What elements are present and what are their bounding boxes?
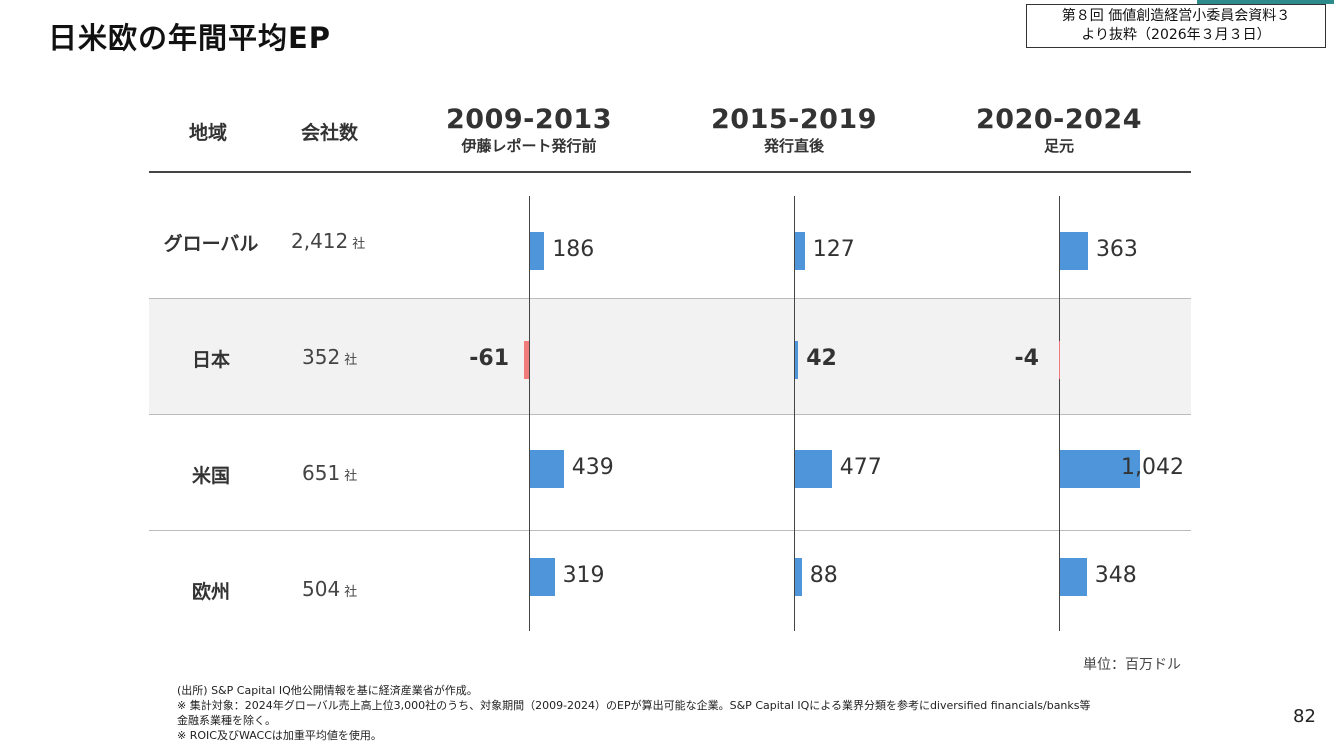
bar — [1060, 232, 1088, 270]
source-box: 第８回 価値創造経営小委員会資料３ より抜粋（2026年３月３日） — [1026, 4, 1326, 48]
region-japan: 日本 — [191, 349, 230, 371]
count-value: 2,412 — [291, 229, 349, 253]
region-global: グローバル — [163, 233, 259, 255]
period-year-3: 2020-2024 — [976, 104, 1142, 135]
count-value: 651 — [302, 461, 341, 485]
count-value: 352 — [302, 345, 341, 369]
bar — [795, 450, 832, 488]
footnote-scope: ※ 集計対象：2024年グローバル売上高上位3,000社のうち、対象期間（200… — [177, 699, 1091, 712]
bar — [530, 232, 545, 270]
bar — [1058, 341, 1060, 379]
data-label: 477 — [839, 455, 882, 480]
bar — [795, 232, 805, 270]
data-label: 363 — [1095, 237, 1138, 262]
data-label: 1,042 — [1121, 455, 1184, 480]
period-year-1: 2009-2013 — [446, 104, 612, 135]
header-region: 地域 — [189, 122, 228, 144]
count-unit: 社 — [352, 237, 366, 252]
bar — [1060, 558, 1087, 596]
data-label: 348 — [1094, 563, 1137, 588]
data-label: 88 — [809, 563, 838, 588]
bar — [530, 450, 564, 488]
axis-line-period-3 — [1059, 196, 1060, 631]
footnotes: (出所) S&P Capital IQ他公開情報を基に経済産業省が作成。 ※ 集… — [177, 683, 1177, 743]
source-line-2: より抜粋（2026年３月３日） — [1081, 27, 1271, 43]
data-label: 319 — [562, 563, 605, 588]
region-us: 米国 — [191, 465, 230, 487]
period-year-2: 2015-2019 — [711, 104, 877, 135]
count-europe: 504 社 — [302, 577, 357, 601]
unit-label: 単位：百万ドル — [1083, 657, 1181, 673]
row-divider-1 — [149, 298, 1191, 299]
count-unit: 社 — [344, 469, 358, 484]
bar — [795, 558, 802, 596]
footnote-scope-cont: 金融系業種を除く。 — [177, 714, 276, 727]
bar — [524, 341, 529, 379]
header-count: 会社数 — [301, 122, 359, 144]
data-label: 42 — [806, 346, 837, 371]
footnote-method: ※ ROIC及びWACCは加重平均値を使用。 — [177, 729, 382, 742]
data-label: 127 — [812, 237, 855, 262]
region-europe: 欧州 — [191, 581, 230, 603]
header-divider — [149, 171, 1191, 173]
axis-line-period-2 — [794, 196, 795, 631]
page-title: 日米欧の年間平均EP — [48, 21, 332, 55]
count-global: 2,412 社 — [291, 229, 365, 253]
count-japan: 352 社 — [302, 345, 357, 369]
data-label: 186 — [552, 237, 595, 262]
period-label-2: 発行直後 — [763, 137, 824, 155]
bar — [530, 558, 555, 596]
row-divider-2 — [149, 414, 1191, 415]
axis-line-period-1 — [529, 196, 530, 631]
corner-accent — [1197, 0, 1334, 4]
bar — [795, 341, 799, 379]
period-label-3: 足元 — [1043, 137, 1074, 155]
period-header-1: 2009-2013 伊藤レポート発行前 — [409, 104, 649, 156]
data-label: 439 — [571, 455, 614, 480]
count-unit: 社 — [344, 353, 358, 368]
source-line-1: 第８回 価値創造経営小委員会資料３ — [1061, 8, 1291, 24]
data-label: -4 — [1014, 346, 1039, 371]
row-divider-3 — [149, 530, 1191, 531]
period-label-1: 伊藤レポート発行前 — [461, 137, 597, 155]
page-number: 82 — [1293, 706, 1316, 727]
bar — [1060, 450, 1141, 488]
japan-row-band — [149, 299, 1191, 414]
count-unit: 社 — [344, 585, 358, 600]
period-header-2: 2015-2019 発行直後 — [674, 104, 914, 156]
data-label: -61 — [469, 346, 509, 371]
footnote-source: (出所) S&P Capital IQ他公開情報を基に経済産業省が作成。 — [177, 684, 478, 697]
period-header-3: 2020-2024 足元 — [939, 104, 1179, 156]
count-us: 651 社 — [302, 461, 357, 485]
count-value: 504 — [302, 577, 341, 601]
